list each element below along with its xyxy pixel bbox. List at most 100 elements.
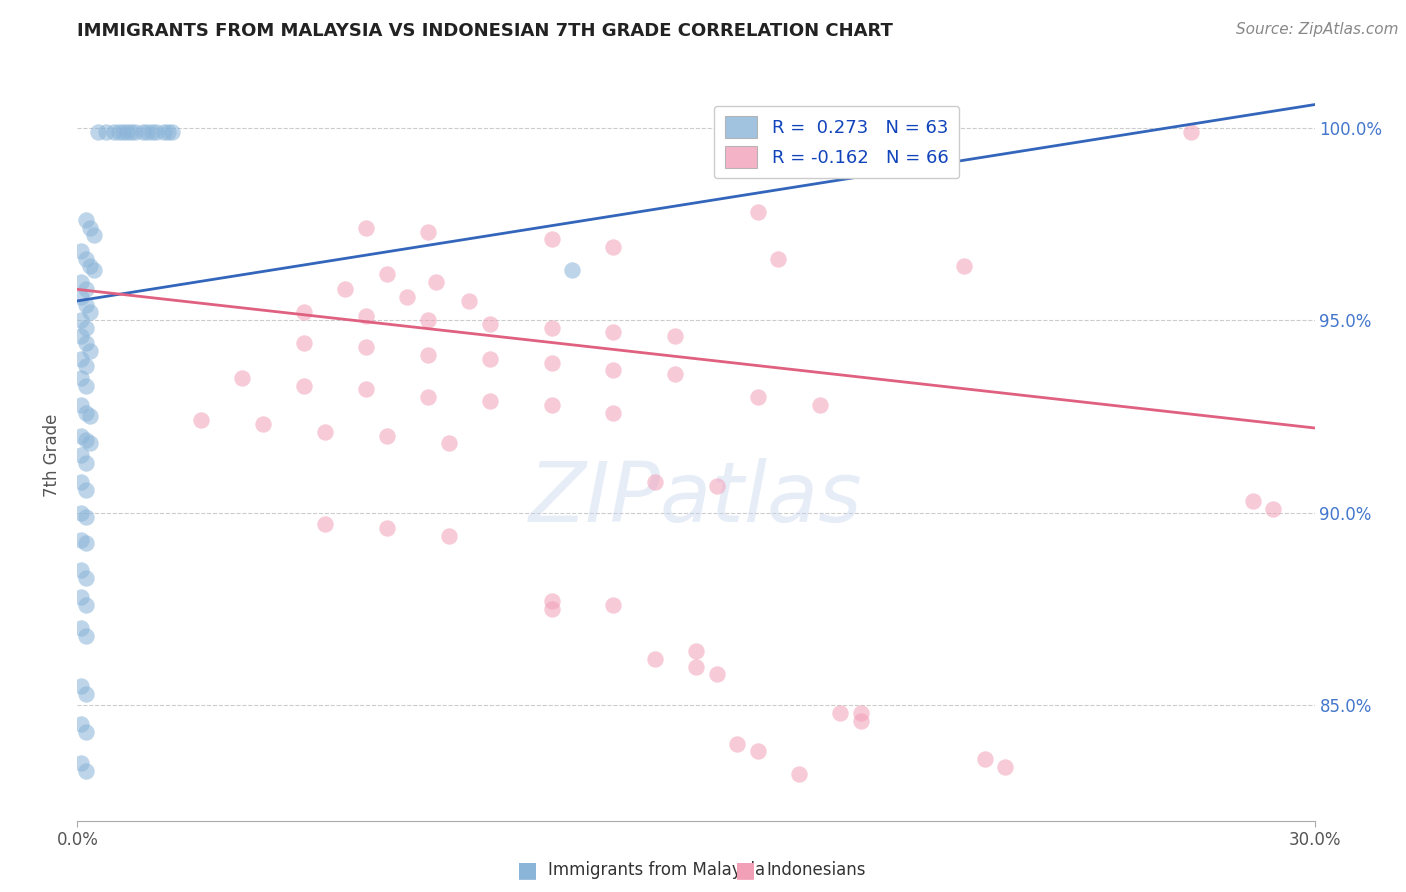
Point [79, 220, 101, 235]
Point [75, 321, 97, 335]
Point [478, 351, 501, 366]
Point [685, 659, 707, 673]
Point [1241, 494, 1264, 508]
Point [416, 390, 439, 404]
Point [416, 348, 439, 362]
Point [79, 409, 101, 424]
Point [87, 124, 110, 138]
Point [375, 521, 398, 535]
Point [973, 752, 995, 766]
Point [354, 220, 377, 235]
Point [75, 536, 97, 550]
Point [70, 679, 93, 693]
Point [153, 124, 176, 138]
Point [70, 506, 93, 520]
Legend: R =  0.273   N = 63, R = -0.162   N = 66: R = 0.273 N = 63, R = -0.162 N = 66 [714, 105, 959, 178]
Point [437, 529, 460, 543]
Point [70, 533, 93, 547]
Point [70, 398, 93, 412]
Point [70, 290, 93, 304]
Point [70, 621, 93, 635]
Text: Source: ZipAtlas.com: Source: ZipAtlas.com [1236, 22, 1399, 37]
Point [540, 232, 562, 246]
Point [190, 413, 212, 427]
Point [375, 428, 398, 442]
Point [70, 328, 93, 343]
Point [75, 725, 97, 739]
Point [231, 371, 253, 385]
Point [79, 260, 101, 274]
Point [994, 760, 1017, 774]
Text: IMMIGRANTS FROM MALAYSIA VS INDONESIAN 7TH GRADE CORRELATION CHART: IMMIGRANTS FROM MALAYSIA VS INDONESIAN 7… [77, 22, 893, 40]
Point [706, 667, 728, 681]
Point [75, 406, 97, 420]
Point [75, 359, 97, 374]
Point [75, 433, 97, 447]
Point [70, 563, 93, 577]
Point [70, 371, 93, 385]
Point [602, 325, 624, 339]
Point [75, 687, 97, 701]
Point [335, 282, 357, 296]
Point [354, 383, 377, 397]
Point [75, 298, 97, 312]
Point [103, 124, 125, 138]
Point [561, 263, 583, 277]
Point [292, 336, 315, 351]
Point [75, 213, 97, 227]
Point [787, 767, 810, 781]
Point [79, 305, 101, 319]
Point [644, 475, 666, 489]
Point [75, 571, 97, 585]
Point [849, 706, 872, 720]
Point [808, 398, 831, 412]
Point [354, 310, 377, 324]
Text: Indonesians: Indonesians [766, 861, 866, 879]
Point [540, 602, 562, 616]
Point [458, 293, 481, 308]
Point [75, 336, 97, 351]
Point [747, 205, 769, 219]
Point [747, 390, 769, 404]
Point [75, 252, 97, 266]
Point [664, 328, 686, 343]
Point [664, 367, 686, 381]
Point [396, 290, 419, 304]
Point [747, 744, 769, 758]
Point [75, 282, 97, 296]
Point [70, 717, 93, 731]
Point [70, 275, 93, 289]
Point [70, 448, 93, 462]
Point [107, 124, 129, 138]
Point [540, 398, 562, 412]
Point [124, 124, 146, 138]
Point [145, 124, 167, 138]
Point [540, 355, 562, 369]
Text: ■: ■ [517, 860, 537, 880]
Point [416, 225, 439, 239]
Point [79, 343, 101, 358]
Point [292, 378, 315, 392]
Point [136, 124, 159, 138]
Point [70, 756, 93, 770]
Point [602, 598, 624, 612]
Point [70, 244, 93, 258]
Point [375, 267, 398, 281]
Point [830, 706, 852, 720]
Point [75, 629, 97, 643]
Point [437, 436, 460, 450]
Point [141, 124, 163, 138]
Point [314, 517, 336, 532]
Point [252, 417, 274, 431]
Point [292, 305, 315, 319]
Point [314, 425, 336, 439]
Point [70, 351, 93, 366]
Point [354, 340, 377, 354]
Point [115, 124, 138, 138]
Point [75, 598, 97, 612]
Point [478, 317, 501, 331]
Point [75, 378, 97, 392]
Point [75, 764, 97, 778]
Point [120, 124, 142, 138]
Point [132, 124, 155, 138]
